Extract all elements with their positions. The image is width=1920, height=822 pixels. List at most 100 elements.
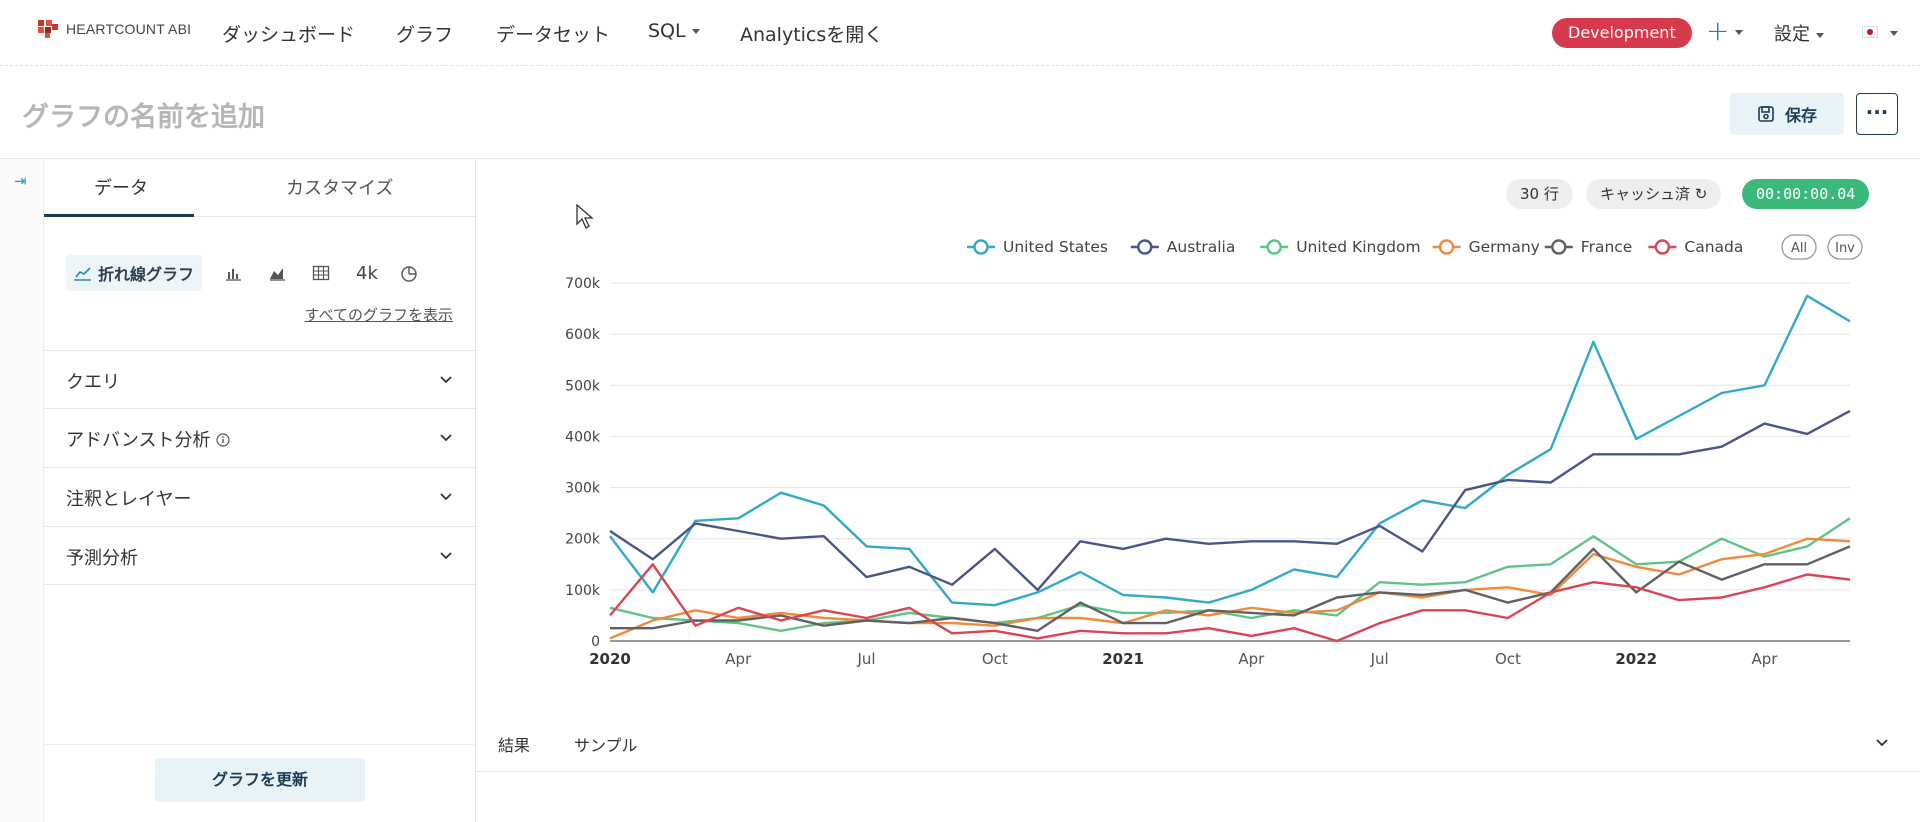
heart-logo-icon: [38, 20, 58, 38]
accordion-annotations[interactable]: 注釈とレイヤー: [44, 467, 476, 525]
legend-label: Australia: [1167, 238, 1236, 256]
chevron-down-icon: [1816, 32, 1824, 38]
language-flag-icon[interactable]: [1862, 26, 1878, 38]
chevron-down-icon: [691, 29, 700, 34]
save-button[interactable]: 保存: [1730, 93, 1844, 135]
area-chart-icon[interactable]: [264, 260, 290, 286]
chart-type-line[interactable]: 折れ線グラフ: [66, 255, 203, 291]
legend-item-united-kingdom[interactable]: United Kingdom: [1260, 238, 1421, 256]
logo-text: HEARTCOUNT ABI: [66, 21, 192, 37]
accordion-query[interactable]: クエリ: [44, 350, 476, 408]
legend-all-toggle-label: All: [1791, 241, 1807, 256]
chevron-down-icon: [440, 552, 452, 560]
tab-results[interactable]: 結果: [498, 736, 531, 755]
left-panel: データ カスタマイズ 折れ線グラフ 4k すべてのグラフを表示 クエリ アドバン: [44, 160, 476, 822]
series-line-france[interactable]: [610, 545, 1851, 632]
show-all-charts-link[interactable]: すべてのグラフを表示: [304, 306, 453, 324]
nav-chart[interactable]: グラフ: [396, 24, 454, 46]
chevron-down-icon: [440, 376, 452, 384]
legend-item-united-states[interactable]: United States: [967, 238, 1108, 256]
chart-series: [609, 294, 1851, 643]
x-tick-label: Oct: [982, 650, 1008, 668]
x-tick-label: Oct: [1495, 650, 1521, 668]
logo[interactable]: HEARTCOUNT ABI: [36, 18, 191, 40]
x-tick-label: Jul: [1370, 650, 1389, 668]
info-icon: [216, 433, 230, 447]
x-tick-label: 2020: [589, 650, 631, 668]
x-tick-label: Apr: [725, 650, 752, 668]
plus-icon: +: [1706, 14, 1730, 47]
y-tick-label: 400k: [565, 429, 601, 445]
chart-grid: [610, 282, 1850, 642]
legend-all-toggle-pill: [1781, 234, 1817, 260]
legend-label: United States: [1003, 238, 1108, 256]
update-chart-button[interactable]: グラフを更新: [155, 758, 365, 802]
legend-item-australia[interactable]: Australia: [1130, 238, 1236, 256]
accordion-divider: [44, 584, 476, 585]
tab-divider: [44, 216, 476, 217]
series-line-canada[interactable]: [609, 563, 1851, 643]
chart-legend: United States Australia United Kingdom Germ…: [967, 234, 1863, 260]
legend-inv-toggle-pill: [1827, 234, 1863, 260]
x-tick-label: Apr: [1752, 650, 1779, 668]
y-tick-label: 100k: [565, 583, 601, 599]
top-navigation: HEARTCOUNT ABI ダッシュボード グラフ データセット SQL An…: [0, 0, 1920, 66]
nav-dashboard[interactable]: ダッシュボード: [222, 24, 356, 46]
chevron-down-icon[interactable]: [1890, 31, 1898, 36]
y-tick-label: 300k: [565, 481, 601, 497]
pie-chart-icon[interactable]: [396, 260, 422, 286]
series-line-united-states[interactable]: [609, 294, 1851, 607]
tab-customize[interactable]: カスタマイズ: [286, 178, 394, 199]
legend-label: France: [1581, 238, 1633, 256]
big-number-chart-type[interactable]: 4k: [356, 262, 378, 284]
cache-label: キャッシュ済: [1600, 185, 1691, 203]
settings-menu[interactable]: 設定: [1774, 20, 1824, 46]
row-count-chip: 30 行: [1506, 179, 1573, 209]
legend-all-toggle[interactable]: All: [1781, 234, 1817, 260]
legend-swatch-marker: [1551, 239, 1567, 255]
legend-swatch-marker: [1654, 239, 1671, 255]
tab-data[interactable]: データ: [94, 178, 148, 199]
legend-item-france[interactable]: France: [1544, 238, 1633, 256]
accordion-annotations-label: 注釈とレイヤー: [66, 489, 192, 510]
cache-chip[interactable]: キャッシュ済 ↻: [1586, 179, 1722, 209]
x-tick-label: 2022: [1615, 650, 1657, 668]
active-tab-indicator: [44, 214, 194, 217]
settings-label: 設定: [1774, 24, 1810, 45]
chevron-down-icon[interactable]: [1874, 734, 1890, 750]
footer-divider: [44, 744, 476, 745]
legend-label: United Kingdom: [1296, 238, 1420, 256]
y-tick-label: 500k: [565, 378, 601, 394]
accordion-forecast[interactable]: 予測分析: [44, 526, 476, 584]
legend-item-canada[interactable]: Canada: [1648, 238, 1743, 256]
save-label: 保存: [1784, 106, 1817, 125]
accordion-forecast-label: 予測分析: [66, 548, 138, 569]
legend-inv-toggle[interactable]: Inv: [1827, 234, 1863, 260]
chevron-down-icon: [1735, 29, 1744, 35]
series-line-australia[interactable]: [609, 409, 1851, 592]
nav-sql-label: SQL: [648, 20, 686, 42]
accordion-advanced-analysis[interactable]: アドバンスト分析: [44, 408, 476, 466]
series-line-germany[interactable]: [609, 537, 1851, 640]
x-tick-label: Apr: [1238, 650, 1265, 668]
refresh-icon: ↻: [1694, 185, 1708, 203]
legend-item-germany[interactable]: Germany: [1432, 238, 1540, 256]
x-tick-label: 2021: [1102, 650, 1144, 668]
add-button[interactable]: +: [1706, 14, 1744, 47]
chart-name-input[interactable]: グラフの名前を追加: [22, 102, 265, 133]
y-tick-label: 700k: [565, 276, 601, 292]
x-axis: 2020 Apr Jul Oct 2021 Apr Jul Oct 2022 Apr: [589, 650, 1778, 668]
chevron-down-icon: [440, 493, 452, 501]
accordion-query-label: クエリ: [66, 372, 120, 393]
more-options-button[interactable]: ···: [1856, 93, 1898, 135]
y-tick-label: 0: [591, 634, 600, 650]
collapse-panel-icon[interactable]: ⇥: [14, 172, 27, 190]
bar-chart-icon[interactable]: [220, 260, 246, 286]
nav-open-analytics[interactable]: Analyticsを開く: [740, 24, 884, 46]
nav-dataset[interactable]: データセット: [496, 24, 611, 46]
table-icon[interactable]: [308, 260, 334, 286]
chevron-down-icon: [440, 434, 452, 442]
environment-badge[interactable]: Development: [1552, 18, 1692, 48]
nav-sql[interactable]: SQL: [648, 20, 700, 42]
tab-samples[interactable]: サンプル: [574, 736, 638, 755]
